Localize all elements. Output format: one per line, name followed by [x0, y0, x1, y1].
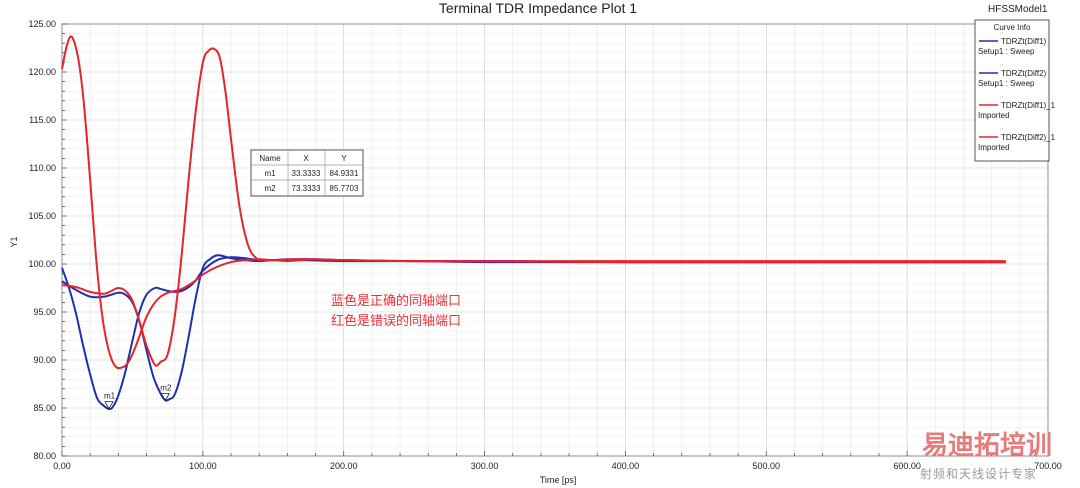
marker-table-cell: 73.3333 — [292, 184, 321, 193]
chart-title: Terminal TDR Impedance Plot 1 — [439, 0, 637, 16]
marker-table-cell: 84.9331 — [330, 169, 359, 178]
marker-table-header-y: Y — [341, 154, 347, 163]
y-tick-label: 90.00 — [33, 355, 56, 365]
legend-frame — [974, 19, 1050, 162]
legend-entry-sub: Imported — [978, 111, 1010, 120]
legend-title: Curve Info — [994, 23, 1031, 32]
legend-entry[interactable]: TDRZt(Diff1) Setup1 : Sweep — [978, 37, 1047, 56]
y-axis-label: Y1 — [9, 236, 19, 247]
watermark-main: 易迪拓培训 — [922, 430, 1052, 460]
legend-entry[interactable]: TDRZt(Diff2)_1 Imported — [978, 133, 1056, 152]
marker-label: m1 — [104, 392, 116, 401]
legend-entry-sub: Setup1 : Sweep — [978, 79, 1035, 88]
y-tick-label: 125.00 — [28, 19, 56, 29]
y-tick-label: 105.00 — [28, 211, 56, 221]
marker-table-cell: m1 — [264, 169, 276, 178]
legend-entry-name: TDRZt(Diff2)_1 — [1001, 133, 1056, 142]
marker-table[interactable]: Name X Y m1 33.3333 84.9331 m2 73.3333 8… — [250, 149, 364, 197]
watermark: 易迪拓培训 射频和天线设计专家 — [920, 430, 1052, 481]
annotation-blue-correct: 蓝色是正确的同轴端口 — [331, 293, 461, 308]
marker-table-cell: 85.7703 — [330, 184, 359, 193]
marker-triangle[interactable] — [160, 393, 170, 402]
x-tick-label: 700.00 — [1034, 461, 1062, 471]
marker-table-cell: 33.3333 — [292, 169, 321, 178]
grid — [61, 23, 1049, 457]
watermark-sub: 射频和天线设计专家 — [920, 466, 1037, 481]
model-label: HFSSModel1 — [988, 4, 1048, 15]
series-line-4[interactable] — [61, 47, 1006, 367]
marker-table-frame — [250, 149, 364, 197]
marker-triangle[interactable] — [104, 401, 114, 410]
y-tick-label: 100.00 — [28, 259, 56, 269]
legend-entry[interactable]: TDRZt(Diff1)_1 Imported — [978, 101, 1056, 120]
x-tick-label: 500.00 — [753, 461, 781, 471]
y-tick-label: 110.00 — [29, 163, 56, 173]
y-tick-label: 95.00 — [33, 307, 56, 317]
series-group — [61, 35, 1006, 411]
y-tick-label: 80.00 — [33, 451, 56, 461]
legend-entry-sub: Imported — [978, 143, 1010, 152]
x-tick-label: 200.00 — [330, 461, 358, 471]
marker-table-header-x: X — [303, 154, 309, 163]
x-tick-label: 0.00 — [53, 461, 71, 471]
marker-group: m1 m2 — [104, 384, 172, 410]
legend-entry-sub: Setup1 : Sweep — [978, 47, 1035, 56]
x-axis-label: Time [ps] — [540, 475, 577, 485]
y-tick-label: 120.00 — [28, 67, 56, 77]
y-tick-label: 85.00 — [33, 403, 56, 413]
legend-entry-name: TDRZt(Diff2) — [1001, 69, 1047, 78]
legend[interactable]: Curve Info TDRZt(Diff1) Setup1 : Sweep T… — [974, 19, 1056, 162]
annotation-red-wrong: 红色是错误的同轴端口 — [331, 313, 461, 328]
marker-table-cell: m2 — [264, 184, 276, 193]
x-tick-label: 300.00 — [471, 461, 499, 471]
x-tick-label: 100.00 — [189, 461, 217, 471]
y-tick-label: 115.00 — [29, 115, 56, 125]
plot-frame — [61, 23, 1049, 457]
legend-entry-name: TDRZt(Diff1)_1 — [1001, 101, 1056, 110]
legend-entry-name: TDRZt(Diff1) — [1001, 37, 1047, 46]
x-tick-label: 400.00 — [612, 461, 640, 471]
marker-table-header-name: Name — [259, 154, 281, 163]
x-tick-label: 600.00 — [893, 461, 921, 471]
marker-label: m2 — [160, 384, 172, 393]
legend-entry[interactable]: TDRZt(Diff2) Setup1 : Sweep — [978, 69, 1047, 88]
